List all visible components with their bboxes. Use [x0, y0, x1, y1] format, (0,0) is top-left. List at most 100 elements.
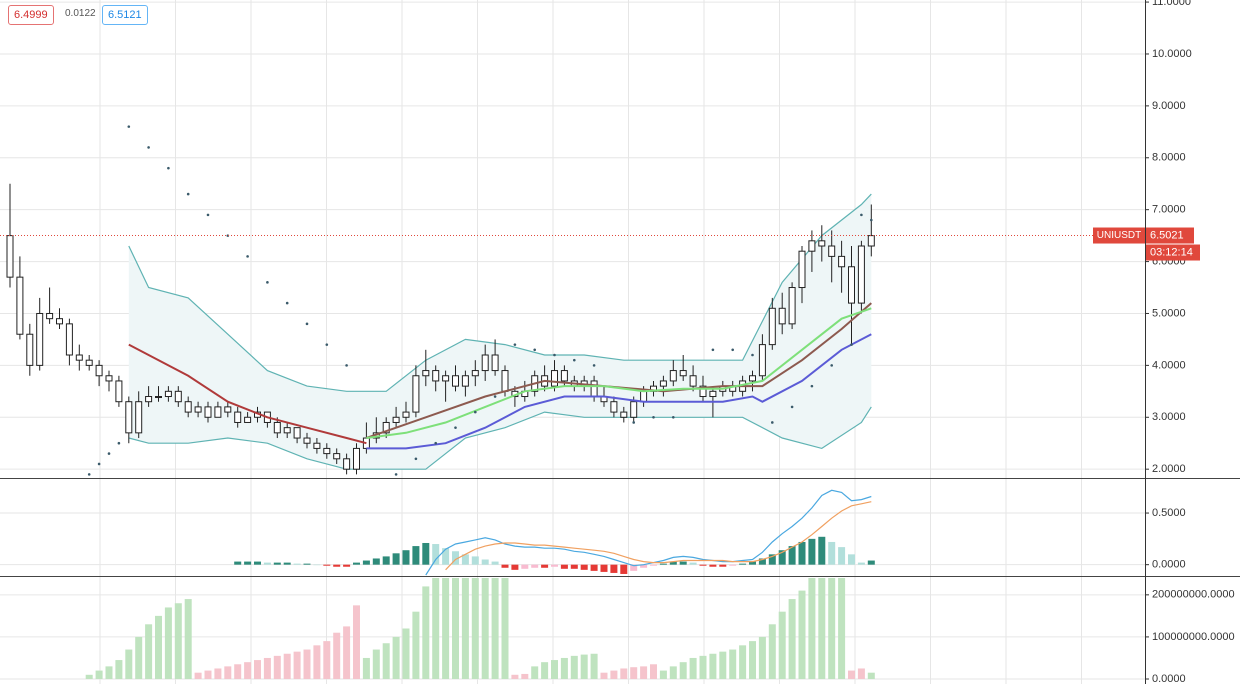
candle-body — [818, 240, 826, 247]
countdown-label: 03:12:14 — [1150, 246, 1193, 258]
volume-bar — [353, 605, 360, 679]
volume-bar — [699, 655, 707, 679]
y-tick-label: 9.0000 — [1152, 100, 1186, 112]
volume-bar — [749, 641, 756, 679]
sar-dot — [325, 343, 329, 346]
volume-bar — [204, 670, 212, 679]
y-tick-label: 100000000.0000 — [1152, 631, 1235, 643]
volume-bar — [164, 607, 172, 679]
histogram-bar — [461, 554, 469, 565]
countdown-tag — [1146, 244, 1200, 261]
volume-bar — [471, 578, 479, 679]
candle-body — [679, 370, 687, 377]
sar-dot — [493, 395, 497, 398]
symbol-tag — [1093, 227, 1145, 244]
volume-bar — [333, 632, 341, 679]
histogram-bar — [432, 544, 440, 565]
histogram-bar — [778, 550, 786, 565]
candle-body — [184, 401, 192, 413]
volume-bar — [640, 666, 648, 679]
histogram-bar — [808, 538, 816, 565]
histogram-bar — [719, 564, 727, 567]
sar-dot — [434, 441, 438, 445]
volume-bar — [739, 645, 747, 679]
histogram-bar — [828, 541, 836, 565]
volume-bar — [382, 643, 390, 679]
volume-bar — [867, 672, 875, 679]
volume-bar — [214, 668, 222, 679]
volume-bar — [501, 578, 509, 679]
histogram-bar — [353, 562, 360, 565]
volume-bar — [560, 657, 568, 679]
volume-bar — [758, 636, 766, 679]
sar-dot — [652, 415, 655, 419]
histogram-bar — [273, 562, 281, 565]
candle-body — [65, 323, 73, 356]
candle-body — [768, 307, 776, 346]
histogram-bar — [679, 561, 687, 565]
candle-body — [471, 370, 479, 377]
volume-bar — [679, 662, 687, 679]
volume-bar — [808, 578, 816, 679]
sar-dot — [711, 348, 715, 352]
candle-body — [442, 375, 450, 382]
volume-bar — [838, 578, 846, 679]
header-value: 6.4999 — [8, 5, 54, 25]
volume-bar — [511, 674, 519, 679]
candle-body — [26, 333, 34, 366]
histogram-bar — [491, 561, 499, 565]
candle-body — [412, 375, 420, 413]
header-value: 0.0122 — [65, 8, 96, 19]
sar-dot — [850, 343, 853, 346]
candle-body — [244, 416, 252, 423]
candle-body — [46, 312, 54, 320]
candle-body — [145, 396, 153, 403]
panel — [0, 578, 1145, 680]
sar-dot — [107, 452, 111, 455]
volume-bar — [541, 662, 549, 679]
candle-body — [630, 401, 638, 418]
histogram-bar — [293, 563, 301, 565]
candle-body — [610, 401, 618, 413]
volume-bar — [244, 662, 252, 679]
candle-body — [323, 447, 331, 455]
panel — [0, 489, 1145, 576]
band-area — [128, 194, 872, 470]
candle-body — [689, 375, 697, 387]
candle-body — [481, 354, 489, 372]
candle-body — [164, 390, 172, 398]
volume-bar — [283, 653, 291, 679]
histogram-bar — [739, 563, 747, 565]
histogram-bar — [590, 564, 598, 571]
volume-bar — [857, 668, 865, 679]
volume-bar — [412, 611, 420, 679]
histogram-bar — [521, 564, 529, 569]
line — [445, 501, 872, 571]
histogram-bar — [283, 562, 291, 565]
candle-body — [155, 396, 162, 399]
sar-dot — [97, 462, 101, 466]
volume-bar — [491, 578, 499, 679]
sar-dot — [632, 421, 635, 424]
volume-bar — [729, 649, 737, 679]
histogram-bar — [838, 547, 846, 565]
volume-bar — [452, 578, 459, 679]
line — [366, 333, 872, 450]
histogram-bar — [699, 564, 707, 566]
sar-dot — [771, 421, 774, 424]
histogram-bar — [323, 564, 331, 566]
candle-body — [283, 427, 291, 434]
histogram-bar — [234, 561, 242, 565]
histogram-bar — [313, 564, 321, 566]
candle-body — [432, 370, 440, 382]
y-tick-label: 0.0000 — [1152, 673, 1186, 684]
sar-dot — [553, 353, 556, 357]
candle-body — [640, 390, 648, 403]
histogram-bar — [531, 564, 539, 568]
y-tick-label: 8.0000 — [1152, 152, 1186, 164]
histogram-bar — [412, 546, 420, 565]
sar-dot — [830, 364, 833, 367]
sar-dot — [592, 364, 596, 367]
sar-dot — [731, 348, 734, 352]
